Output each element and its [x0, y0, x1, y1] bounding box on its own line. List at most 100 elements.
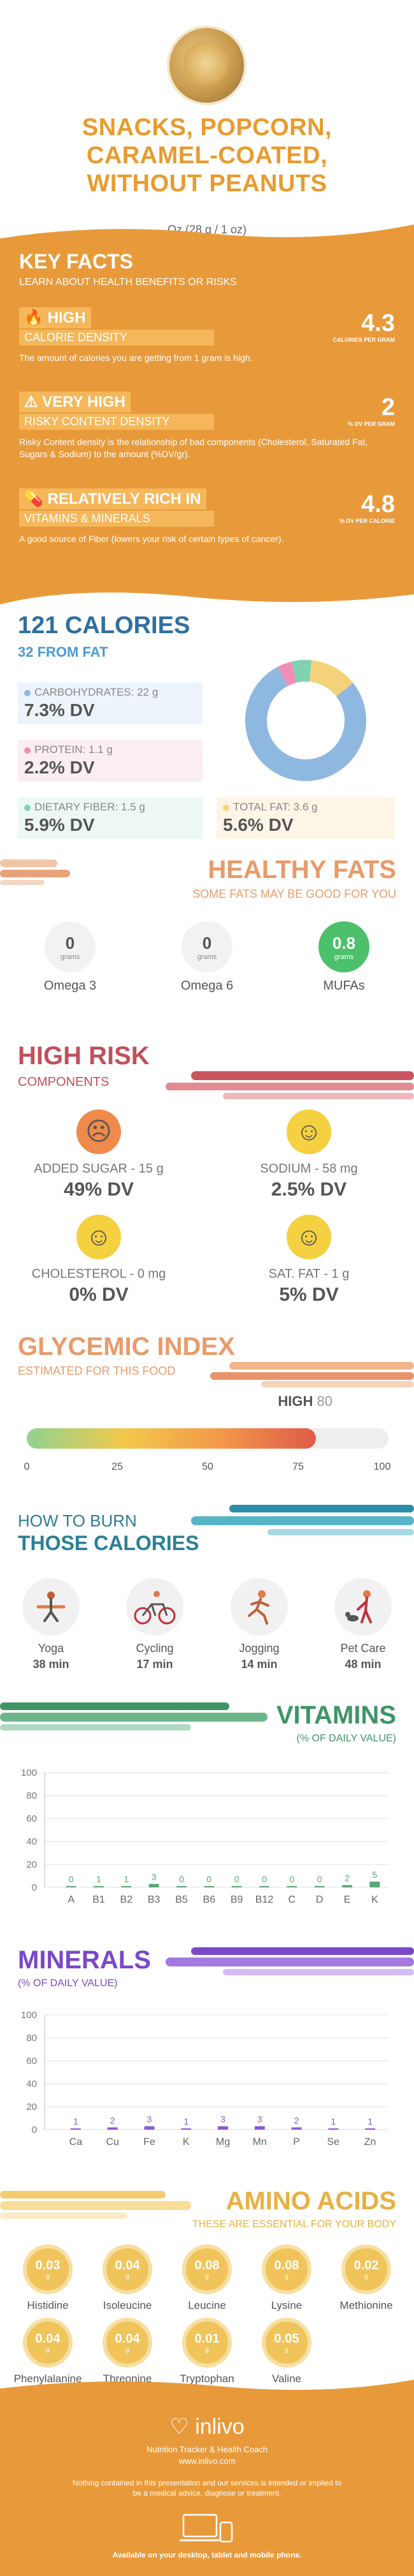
activity-time: 14 min — [241, 1658, 278, 1671]
activity-time: 38 min — [32, 1658, 69, 1671]
y-tick-label: 80 — [26, 2033, 37, 2044]
wave-divider — [0, 2380, 414, 2399]
nutrient-label: DIETARY FIBER: 1.5 g — [34, 801, 145, 813]
decorative-stripes — [0, 860, 70, 885]
jogging-icon — [231, 1578, 288, 1636]
cycling-icon — [126, 1578, 183, 1636]
legend-dot — [24, 747, 31, 754]
risk-added-sugar: ☹ ADDED SUGAR - 15 g 49% DV — [13, 1109, 185, 1201]
nutrient-protein: PROTEIN: 1.1 g 2.2% DV — [18, 740, 203, 782]
nutrient-dv: 5.6% DV — [223, 815, 294, 835]
fact-level: 💊 RELATIVELY RICH IN — [19, 488, 206, 509]
amino-circle: 0.03 g — [23, 2244, 73, 2294]
bar-Se — [328, 2128, 339, 2130]
x-tick-label: P — [293, 2137, 300, 2148]
bar-K — [181, 2128, 192, 2130]
amino-label: Valine — [272, 2373, 301, 2385]
amino-methionine: 0.02 g Methionine — [328, 2244, 404, 2312]
activity-pet-care: Pet Care 48 min — [322, 1578, 404, 1671]
activity-label: Pet Care — [340, 1642, 386, 1655]
pet-care-icon — [334, 1578, 392, 1636]
bar-Cu — [107, 2127, 118, 2130]
amino-circle: 0.04 g — [23, 2318, 73, 2367]
glycemic-tick: 50 — [202, 1461, 213, 1472]
x-tick-label: C — [289, 1894, 296, 1905]
glycemic-tick: 100 — [373, 1461, 391, 1472]
healthy-fats-section: HEALTHY FATS SOME FATS MAY BE GOOD FOR Y… — [0, 848, 414, 1014]
bar-value-label: 1 — [331, 2116, 336, 2126]
glycemic-tick: 0 — [24, 1461, 30, 1472]
minerals-section: MINERALS (% OF DAILY VALUE) 0 20 40 60 80 100… — [0, 1938, 414, 2181]
bar-value-label: 0 — [69, 1874, 74, 1884]
risk-dv: 0% DV — [69, 1284, 129, 1305]
fat-label: Omega 6 — [180, 979, 234, 993]
fact-value: 4.3 — [361, 310, 395, 337]
bar-value-label: 1 — [183, 2116, 189, 2126]
nutrient-total-fat: TOTAL FAT: 3.6 g 5.6% DV — [217, 797, 395, 839]
bar-value-label: 3 — [257, 2114, 262, 2125]
y-tick-label: 100 — [21, 2010, 37, 2021]
x-tick-label: K — [371, 1894, 378, 1905]
brand-url[interactable]: www.inlivo.com — [178, 2456, 236, 2466]
fact-unit: % DV PER GRAM — [347, 421, 395, 427]
decorative-stripes — [210, 1362, 414, 1387]
x-tick-label: Se — [327, 2137, 340, 2148]
bar-value-label: 3 — [152, 1872, 157, 1882]
risk-dv: 2.5% DV — [271, 1179, 347, 1200]
healthy-fats-subtitle: SOME FATS MAY BE GOOD FOR YOU — [192, 888, 396, 900]
amino-tryptophan: 0.01 g Tryptophan — [169, 2318, 245, 2385]
amino-phenylalanine: 0.04 g Phenylalanine — [10, 2318, 86, 2385]
y-tick-label: 20 — [26, 1859, 37, 1870]
bar-B6 — [204, 1886, 215, 1887]
vitamins-section: VITAMINS (% OF DAILY VALUE) 0 20 40 60 80 100… — [0, 1696, 414, 1938]
brand-logo: ♡ inlivo — [169, 2415, 245, 2439]
bar-value-label: 2 — [110, 2115, 115, 2125]
y-tick-label: 40 — [26, 1836, 37, 1847]
x-tick-label: B5 — [175, 1894, 188, 1905]
high-risk-subtitle: COMPONENTS — [18, 1075, 110, 1089]
legend-dot — [24, 689, 31, 696]
title-line: CARAMEL-COATED, — [86, 142, 328, 169]
risk-dv: 49% DV — [63, 1179, 134, 1200]
availability-note: Available on your desktop, tablet and mo… — [112, 2550, 302, 2559]
bar-value-label: 0 — [234, 1874, 239, 1884]
calorie-donut-chart — [245, 660, 366, 781]
amino-circle: 0.04 g — [103, 2244, 152, 2294]
x-tick-label: B6 — [203, 1894, 216, 1905]
decorative-stripes — [166, 1947, 414, 1975]
bar-value-label: 2 — [345, 1873, 350, 1883]
bar-Fe — [144, 2126, 155, 2130]
nutrient-dv: 7.3% DV — [24, 700, 95, 720]
risk-label: ADDED SUGAR - 15 g — [34, 1162, 164, 1176]
bar-value-label: 2 — [294, 2115, 299, 2125]
y-tick-label: 60 — [26, 1813, 37, 1824]
activity-label: Cycling — [136, 1642, 174, 1655]
bar-B5 — [176, 1886, 187, 1887]
bar-P — [291, 2127, 302, 2130]
wave-divider — [0, 224, 414, 245]
glycemic-value: 80 — [317, 1393, 332, 1409]
bar-B9 — [231, 1886, 242, 1887]
bar-Zn — [365, 2128, 376, 2130]
bar-K — [369, 1882, 380, 1887]
risk-sodium: ☺ SODIUM - 58 mg 2.5% DV — [223, 1109, 395, 1201]
fact-label: VITAMINS & MINERALS — [19, 511, 214, 527]
x-tick-label: D — [316, 1894, 324, 1905]
bar-value-label: 0 — [206, 1874, 211, 1884]
bar-A — [66, 1886, 76, 1887]
fat-circle: 0 grams — [45, 921, 96, 972]
glycemic-bar-fill — [27, 1428, 317, 1449]
risk-sat-fat: ☺ SAT. FAT - 1 g 5% DV — [223, 1215, 395, 1306]
donut-slice-protein — [278, 661, 297, 687]
sad-face-icon: ☹ — [76, 1109, 121, 1154]
y-tick-label: 20 — [26, 2102, 37, 2112]
fat-omega3: 0 grams Omega 3 — [25, 921, 115, 993]
risk-cholesterol: ☺ CHOLESTEROL - 0 mg 0% DV — [13, 1215, 185, 1306]
amino-circle: 0.01 g — [182, 2318, 232, 2367]
fact-level: 🔥 HIGH — [19, 307, 91, 328]
bar-value-label: 1 — [73, 2116, 78, 2126]
calories-subtitle: 32 FROM FAT — [18, 644, 108, 660]
amino-valine: 0.05 g Valine — [248, 2318, 325, 2385]
fact-level: ⚠ VERY HIGH — [19, 392, 131, 413]
bar-value-label: 1 — [368, 2116, 373, 2126]
